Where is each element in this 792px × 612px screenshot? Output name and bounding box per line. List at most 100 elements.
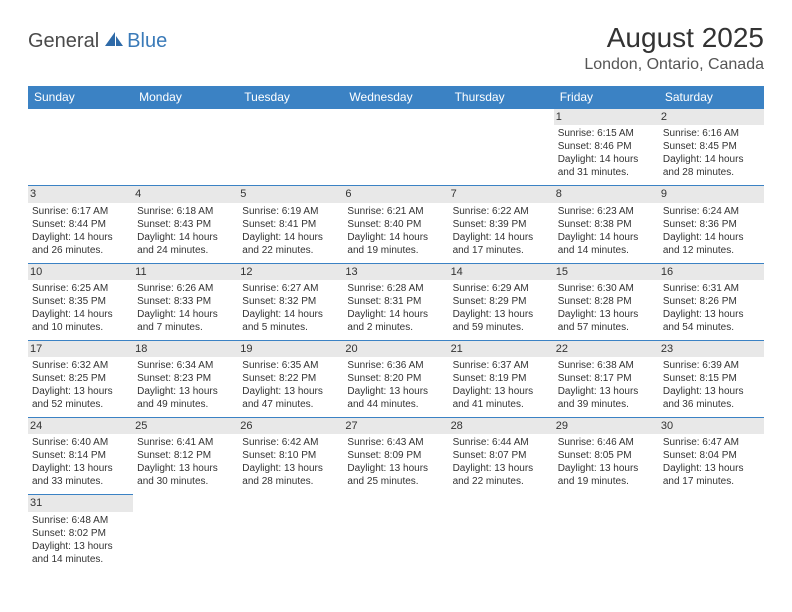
calendar-cell: 8Sunrise: 6:23 AMSunset: 8:38 PMDaylight… <box>554 186 659 263</box>
calendar-cell: 28Sunrise: 6:44 AMSunset: 8:07 PMDayligh… <box>449 418 554 495</box>
daylight-text: Daylight: 13 hours <box>663 308 760 321</box>
calendar-cell <box>659 495 764 572</box>
calendar-cell: 21Sunrise: 6:37 AMSunset: 8:19 PMDayligh… <box>449 340 554 417</box>
day-number: 30 <box>659 418 764 434</box>
sunset-text: Sunset: 8:33 PM <box>137 295 234 308</box>
sunrise-text: Sunrise: 6:24 AM <box>663 205 760 218</box>
calendar-cell: 5Sunrise: 6:19 AMSunset: 8:41 PMDaylight… <box>238 186 343 263</box>
sunrise-text: Sunrise: 6:26 AM <box>137 282 234 295</box>
sunset-text: Sunset: 8:15 PM <box>663 372 760 385</box>
calendar-cell <box>133 495 238 572</box>
daylight-text: Daylight: 14 hours <box>242 231 339 244</box>
calendar-cell: 3Sunrise: 6:17 AMSunset: 8:44 PMDaylight… <box>28 186 133 263</box>
daylight-text: Daylight: 14 hours <box>558 231 655 244</box>
calendar-cell: 30Sunrise: 6:47 AMSunset: 8:04 PMDayligh… <box>659 418 764 495</box>
calendar-cell <box>28 109 133 186</box>
daylight-text: and 54 minutes. <box>663 321 760 334</box>
daylight-text: and 44 minutes. <box>347 398 444 411</box>
sunrise-text: Sunrise: 6:47 AM <box>663 436 760 449</box>
daylight-text: Daylight: 14 hours <box>137 308 234 321</box>
day-number: 24 <box>28 418 133 434</box>
calendar-cell: 10Sunrise: 6:25 AMSunset: 8:35 PMDayligh… <box>28 263 133 340</box>
day-number: 15 <box>554 264 659 280</box>
sunset-text: Sunset: 8:22 PM <box>242 372 339 385</box>
daylight-text: and 12 minutes. <box>663 244 760 257</box>
sunset-text: Sunset: 8:04 PM <box>663 449 760 462</box>
calendar-cell: 13Sunrise: 6:28 AMSunset: 8:31 PMDayligh… <box>343 263 448 340</box>
daylight-text: Daylight: 14 hours <box>347 231 444 244</box>
daylight-text: Daylight: 13 hours <box>558 308 655 321</box>
daylight-text: and 49 minutes. <box>137 398 234 411</box>
title-block: August 2025 London, Ontario, Canada <box>584 22 764 74</box>
day-number: 27 <box>343 418 448 434</box>
calendar-cell: 31Sunrise: 6:48 AMSunset: 8:02 PMDayligh… <box>28 495 133 572</box>
daylight-text: Daylight: 13 hours <box>558 462 655 475</box>
daylight-text: and 36 minutes. <box>663 398 760 411</box>
sunset-text: Sunset: 8:38 PM <box>558 218 655 231</box>
day-header: Friday <box>554 86 659 109</box>
daylight-text: Daylight: 13 hours <box>137 462 234 475</box>
sunrise-text: Sunrise: 6:46 AM <box>558 436 655 449</box>
sunset-text: Sunset: 8:46 PM <box>558 140 655 153</box>
day-number: 4 <box>133 186 238 202</box>
day-number: 14 <box>449 264 554 280</box>
daylight-text: and 17 minutes. <box>453 244 550 257</box>
day-number: 11 <box>133 264 238 280</box>
daylight-text: Daylight: 13 hours <box>137 385 234 398</box>
calendar-cell: 7Sunrise: 6:22 AMSunset: 8:39 PMDaylight… <box>449 186 554 263</box>
daylight-text: and 33 minutes. <box>32 475 129 488</box>
daylight-text: and 28 minutes. <box>663 166 760 179</box>
daylight-text: and 17 minutes. <box>663 475 760 488</box>
day-number: 21 <box>449 341 554 357</box>
calendar-week: 3Sunrise: 6:17 AMSunset: 8:44 PMDaylight… <box>28 186 764 263</box>
daylight-text: Daylight: 13 hours <box>558 385 655 398</box>
sunrise-text: Sunrise: 6:21 AM <box>347 205 444 218</box>
day-number: 5 <box>238 186 343 202</box>
daylight-text: and 2 minutes. <box>347 321 444 334</box>
daylight-text: Daylight: 14 hours <box>663 153 760 166</box>
sunrise-text: Sunrise: 6:48 AM <box>32 514 129 527</box>
day-number: 2 <box>659 109 764 125</box>
calendar-cell: 20Sunrise: 6:36 AMSunset: 8:20 PMDayligh… <box>343 340 448 417</box>
daylight-text: and 31 minutes. <box>558 166 655 179</box>
day-number: 16 <box>659 264 764 280</box>
sunrise-text: Sunrise: 6:42 AM <box>242 436 339 449</box>
sunset-text: Sunset: 8:43 PM <box>137 218 234 231</box>
daylight-text: Daylight: 13 hours <box>32 462 129 475</box>
daylight-text: and 30 minutes. <box>137 475 234 488</box>
sunset-text: Sunset: 8:09 PM <box>347 449 444 462</box>
sunset-text: Sunset: 8:28 PM <box>558 295 655 308</box>
day-number: 3 <box>28 186 133 202</box>
daylight-text: Daylight: 13 hours <box>453 462 550 475</box>
daylight-text: Daylight: 14 hours <box>347 308 444 321</box>
sunset-text: Sunset: 8:10 PM <box>242 449 339 462</box>
daylight-text: and 5 minutes. <box>242 321 339 334</box>
sunset-text: Sunset: 8:17 PM <box>558 372 655 385</box>
calendar-cell: 29Sunrise: 6:46 AMSunset: 8:05 PMDayligh… <box>554 418 659 495</box>
sunset-text: Sunset: 8:12 PM <box>137 449 234 462</box>
sunrise-text: Sunrise: 6:31 AM <box>663 282 760 295</box>
daylight-text: and 26 minutes. <box>32 244 129 257</box>
sunset-text: Sunset: 8:44 PM <box>32 218 129 231</box>
sunrise-text: Sunrise: 6:36 AM <box>347 359 444 372</box>
day-header: Sunday <box>28 86 133 109</box>
sunrise-text: Sunrise: 6:25 AM <box>32 282 129 295</box>
calendar-week: 24Sunrise: 6:40 AMSunset: 8:14 PMDayligh… <box>28 418 764 495</box>
daylight-text: Daylight: 13 hours <box>242 385 339 398</box>
sunset-text: Sunset: 8:31 PM <box>347 295 444 308</box>
daylight-text: and 25 minutes. <box>347 475 444 488</box>
calendar-cell: 11 Sunrise: 6:26 AMSunset: 8:33 PMDayligh… <box>133 263 238 340</box>
calendar-cell: 26Sunrise: 6:42 AMSunset: 8:10 PMDayligh… <box>238 418 343 495</box>
sunrise-text: Sunrise: 6:15 AM <box>558 127 655 140</box>
day-number: 6 <box>343 186 448 202</box>
calendar-cell: 12Sunrise: 6:27 AMSunset: 8:32 PMDayligh… <box>238 263 343 340</box>
sunset-text: Sunset: 8:19 PM <box>453 372 550 385</box>
daylight-text: and 10 minutes. <box>32 321 129 334</box>
calendar-cell: 4Sunrise: 6:18 AMSunset: 8:43 PMDaylight… <box>133 186 238 263</box>
sunrise-text: Sunrise: 6:16 AM <box>663 127 760 140</box>
daylight-text: Daylight: 13 hours <box>453 308 550 321</box>
day-number: 19 <box>238 341 343 357</box>
daylight-text: and 57 minutes. <box>558 321 655 334</box>
sunset-text: Sunset: 8:41 PM <box>242 218 339 231</box>
calendar-table: SundayMondayTuesdayWednesdayThursdayFrid… <box>28 86 764 572</box>
